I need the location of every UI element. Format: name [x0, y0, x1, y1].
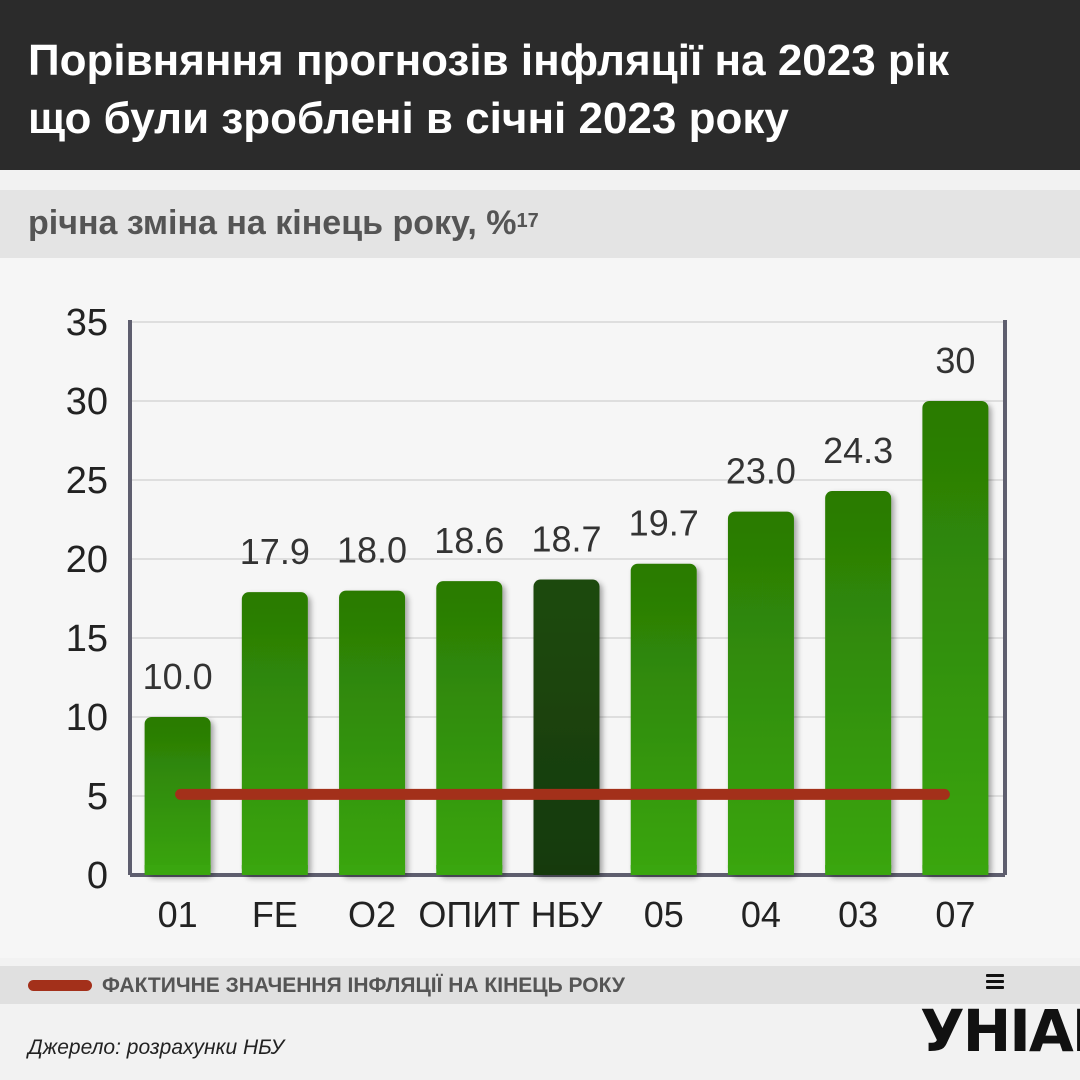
- source-note: Джерело: розрахунки НБУ: [28, 1036, 285, 1059]
- legend-label: ФАКТИЧНЕ ЗНАЧЕННЯ ІНФЛЯЦІЇ НА КІНЕЦЬ РОК…: [102, 974, 625, 997]
- bars: [144, 401, 989, 875]
- bar-base-8: [825, 865, 892, 875]
- y-tick-label: 20: [66, 539, 108, 581]
- x-tick-label: 03: [838, 894, 878, 935]
- chart-subtitle: річна зміна на кінець року, %17: [28, 198, 539, 248]
- data-label: 24.3: [823, 430, 893, 471]
- bar-chart: 0510152025303510.00117.9FE18.0O218.6ОПИТ…: [66, 302, 1007, 935]
- bar-base-9: [922, 865, 989, 875]
- x-tick-label: 05: [644, 894, 684, 935]
- header-banner: Порівняння прогнозів інфляції на 2023 рі…: [0, 0, 1080, 170]
- y-tick-label: 5: [87, 776, 108, 818]
- x-tick-label: 01: [158, 894, 198, 935]
- data-label: 23.0: [726, 451, 796, 492]
- microphone-bars-icon: [986, 974, 1004, 996]
- bar-base-2: [241, 865, 308, 875]
- legend-line-swatch: [28, 980, 92, 991]
- data-label: 18.7: [531, 519, 601, 560]
- x-tick-label: ОПИТ: [418, 894, 520, 935]
- bar-base-1: [144, 865, 211, 875]
- x-tick-label: FE: [252, 894, 298, 935]
- y-tick-label: 0: [87, 855, 108, 897]
- y-tick-label: 35: [66, 302, 108, 344]
- bar-9: [922, 401, 989, 875]
- legend-band: [0, 966, 1080, 1004]
- x-tick-label: 07: [935, 894, 975, 935]
- data-label: 18.0: [337, 530, 407, 571]
- subtitle-band: [0, 190, 1080, 258]
- bar-base-6: [630, 865, 697, 875]
- chart-title-line-1: Порівняння прогнозів інфляції на 2023 рі…: [28, 36, 950, 85]
- y-tick-label: 25: [66, 460, 108, 502]
- x-tick-label: O2: [348, 894, 396, 935]
- bar-6: [630, 563, 697, 875]
- bar-3: [339, 590, 406, 875]
- bar-base-7: [727, 865, 794, 875]
- bar-base-4: [436, 865, 503, 875]
- chart-title-line-2: що були зроблені в січні 2023 року: [28, 94, 789, 143]
- data-label: 10.0: [143, 656, 213, 697]
- bar-base-5: [533, 865, 600, 875]
- bar-7: [727, 511, 794, 875]
- bar-5: [533, 579, 600, 875]
- subtitle-text: річна зміна на кінець року, %: [28, 204, 517, 242]
- y-tick-label: 10: [66, 697, 108, 739]
- unian-logo: УНІАН: [920, 968, 1080, 1068]
- bar-base-3: [339, 865, 406, 875]
- subtitle-footnote: 17: [516, 210, 539, 232]
- labels: 0510152025303510.00117.9FE18.0O218.6ОПИТ…: [66, 302, 976, 935]
- data-label: 18.6: [434, 520, 504, 561]
- bar-4: [436, 581, 503, 875]
- x-tick-label: НБУ: [531, 894, 604, 935]
- data-label: 19.7: [629, 503, 699, 544]
- logo-text: УНІАН: [920, 997, 1080, 1065]
- y-tick-label: 15: [66, 618, 108, 660]
- bar-8: [825, 491, 892, 875]
- bar-2: [241, 592, 308, 875]
- x-tick-label: 04: [741, 894, 781, 935]
- data-label: 17.9: [240, 531, 310, 572]
- data-label: 30: [935, 340, 975, 381]
- y-tick-label: 30: [66, 381, 108, 423]
